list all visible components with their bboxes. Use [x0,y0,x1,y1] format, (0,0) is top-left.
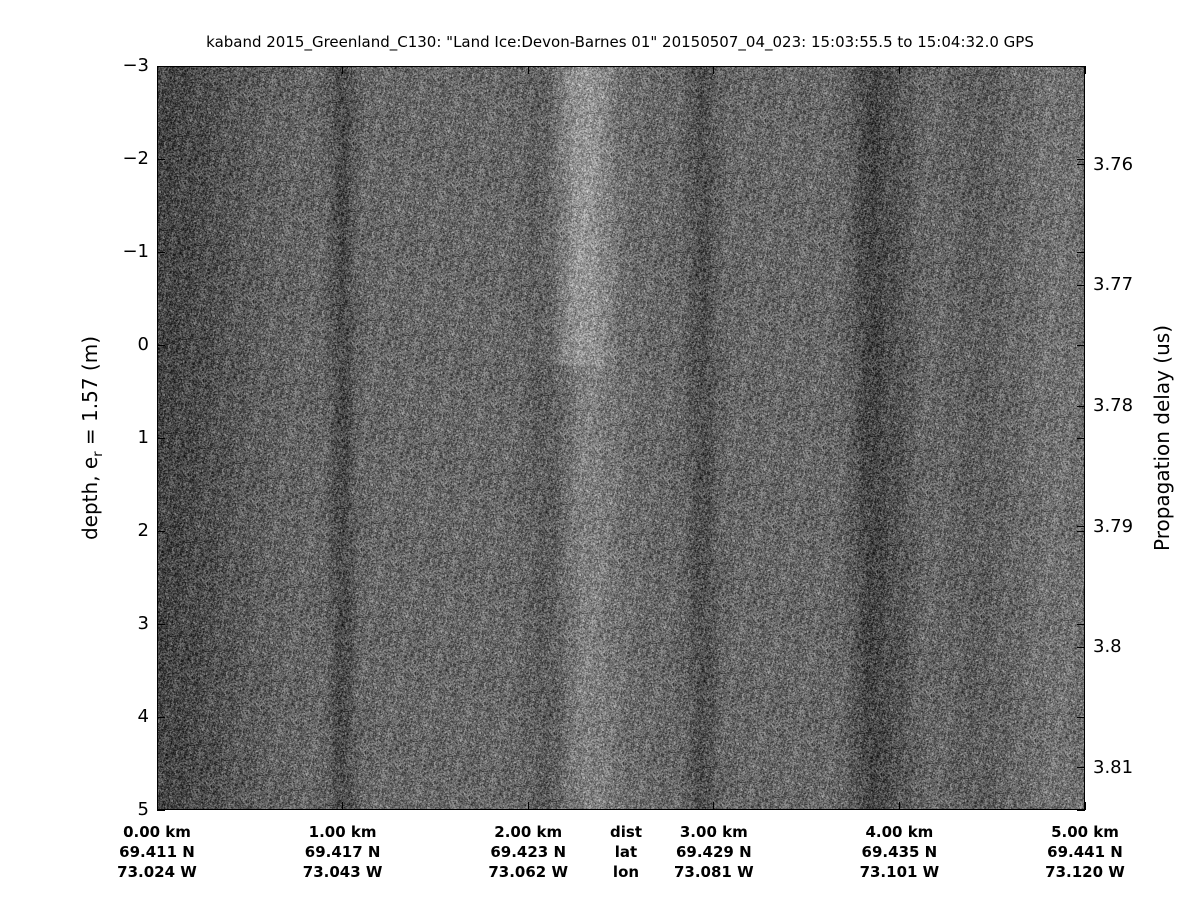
y2-tick-label: 3.78 [1093,395,1134,417]
y-tick-right [1077,65,1085,67]
chart-title: kaband 2015_Greenland_C130: "Land Ice:De… [206,33,1034,51]
y-tick-label: 4 [137,706,149,727]
x-lat-label: 69.441 N [1047,843,1123,861]
y2-tick-label: 3.76 [1093,153,1134,175]
right-axis-label: Propagation delay (us) [1150,324,1174,552]
x-lon-label: 73.024 W [117,863,197,881]
y-tick-right [1077,809,1085,811]
x-lat-label: 69.429 N [675,843,752,861]
x-dist-label: 0.00 km [123,823,191,841]
y-tick [157,809,165,811]
y2-tick [1077,284,1085,286]
x-tick-top [898,66,900,74]
x-lat-label: 69.435 N [861,843,938,861]
plot-area [157,66,1085,810]
y2-tick [1077,405,1085,407]
x-dist-label: 2.00 km [494,823,563,841]
y-tick [157,251,165,253]
x-dist-label: 1.00 km [308,823,377,841]
y-label-rest: = 1.57 (m) [78,335,102,452]
y-tick [157,344,165,346]
y-tick [157,158,165,160]
y-tick-label: 2 [137,520,149,541]
y-tick-right [1077,158,1085,160]
y2-tick [1077,646,1085,648]
x-lon-label: 73.081 W [673,863,754,881]
y-tick-label: 5 [137,799,149,820]
y-axis-label: depth, er = 1.57 (m) [78,336,106,540]
y-tick-label: 1 [137,427,149,448]
x-tick [156,802,158,810]
y-tick-label: −2 [122,148,149,169]
x-tick [898,802,900,810]
x-tick [1084,802,1086,810]
y-tick-label: 0 [137,334,149,355]
x-dist-label: 3.00 km [679,823,748,841]
x-dist-label: 4.00 km [865,823,934,841]
y-tick [157,437,165,439]
y-tick-right [1077,623,1085,625]
y-tick-label: 3 [137,613,149,634]
lon-row-label: lon [612,863,640,881]
y-tick-right [1077,716,1085,718]
y-label-text: depth, e [78,456,102,541]
y-tick [157,530,165,532]
y2-tick [1077,526,1085,528]
y2-tick [1077,164,1085,166]
x-tick-top [156,66,158,74]
x-lon-label: 73.062 W [488,863,569,881]
y-tick [157,65,165,67]
x-lat-label: 69.423 N [490,843,567,861]
y2-tick-label: 3.77 [1093,274,1134,296]
x-lon-label: 73.120 W [1045,863,1125,881]
lat-row-label: lat [614,843,638,861]
x-tick [713,802,715,810]
y-tick-right [1077,344,1085,346]
echogram-image [157,66,1085,810]
y-tick-right [1077,251,1085,253]
y-tick-label: −1 [122,241,149,262]
x-tick-top [1084,66,1086,74]
y-tick [157,716,165,718]
y-tick-right [1077,530,1085,532]
y-tick-right [1077,437,1085,439]
x-lat-label: 69.411 N [119,843,195,861]
x-lon-label: 73.043 W [302,863,383,881]
x-tick-top [713,66,715,74]
x-dist-label: 5.00 km [1051,823,1119,841]
y2-tick [1077,767,1085,769]
y-tick-label: −3 [122,55,149,76]
y2-tick-label: 3.79 [1093,515,1134,537]
y2-tick-label: 3.8 [1093,636,1122,658]
y2-tick-label: 3.81 [1093,756,1134,778]
y-label-subscript: r [91,451,106,457]
x-lon-label: 73.101 W [859,863,940,881]
x-lat-label: 69.417 N [304,843,381,861]
x-tick [342,802,344,810]
y-tick [157,623,165,625]
x-tick [527,802,529,810]
dist-row-label: dist [610,823,642,841]
x-tick-top [527,66,529,74]
x-tick-top [342,66,344,74]
